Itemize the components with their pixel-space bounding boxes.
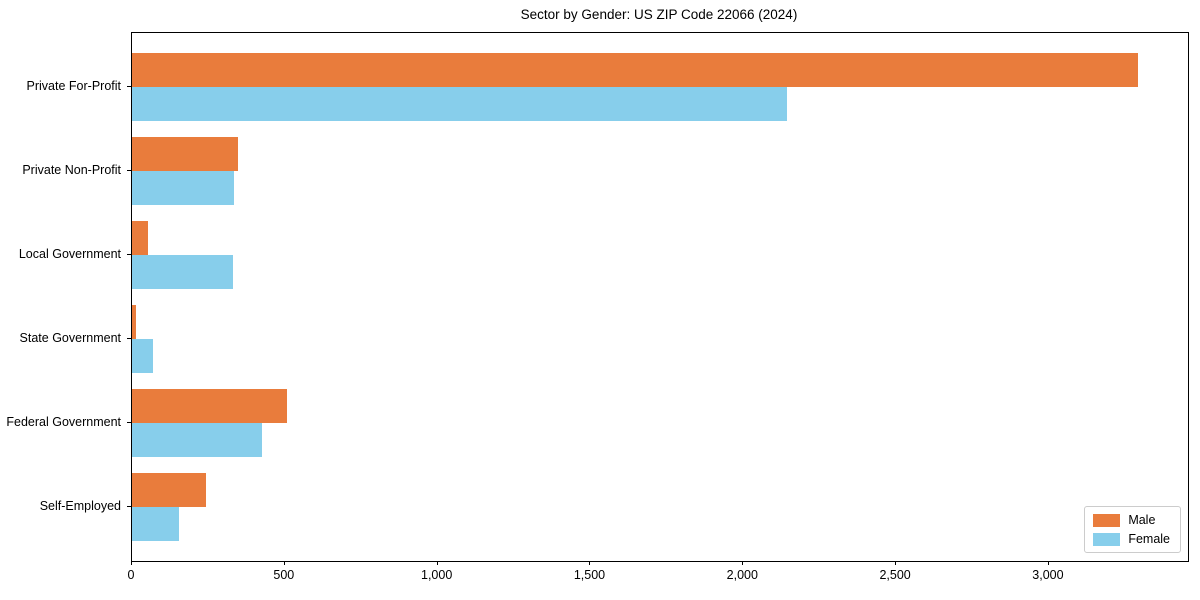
bar-male-6	[132, 473, 206, 507]
x-tick-label: 1,500	[573, 568, 606, 582]
y-tick-label: Self-Employed	[39, 499, 121, 513]
bar-female-4	[132, 339, 154, 373]
female-series-swatch-icon	[1093, 532, 1121, 546]
x-tick-mark	[895, 561, 897, 565]
bar-female-5	[132, 423, 263, 457]
x-tick-mark	[1047, 561, 1049, 565]
y-tick-label: State Government	[19, 331, 121, 345]
bar-female-3	[132, 254, 233, 289]
y-tick-mark	[127, 422, 131, 423]
bar-male-3	[132, 221, 148, 255]
x-tick-label: 3,000	[1032, 568, 1064, 582]
y-tick-label: Local Government	[18, 246, 121, 261]
x-tick-label: 1,000	[421, 568, 453, 582]
y-tick-mark	[127, 338, 131, 339]
bar-female-2	[132, 170, 234, 205]
x-tick-mark	[589, 561, 591, 565]
y-tick-mark	[127, 85, 131, 87]
bar-male-2	[132, 137, 239, 171]
x-tick-mark	[742, 561, 744, 565]
bar-male-1	[132, 53, 1138, 87]
y-tick-label: Federal Government	[6, 415, 121, 429]
y-tick-label: Private For-Profit	[26, 78, 121, 93]
plot-area: Male Female	[131, 32, 1189, 562]
legend-label-female: Female	[1128, 532, 1170, 546]
x-tick-label: 500	[273, 568, 295, 582]
male-series-swatch-icon	[1093, 513, 1121, 527]
x-tick-mark	[131, 561, 132, 565]
y-tick-mark	[127, 506, 131, 507]
x-tick-mark	[436, 561, 438, 565]
x-tick-label: 0	[127, 568, 135, 582]
chart-title: Sector by Gender: US ZIP Code 22066 (202…	[520, 7, 798, 22]
bar-female-1	[132, 86, 787, 121]
bar-male-5	[132, 389, 288, 423]
y-tick-label: Private Non-Profit	[22, 162, 121, 177]
legend-item-female: Female	[1093, 532, 1170, 546]
x-tick-label: 2,000	[726, 568, 758, 582]
legend-label-male: Male	[1128, 513, 1156, 527]
legend: Male Female	[1084, 506, 1181, 553]
y-tick-mark	[127, 253, 131, 255]
x-tick-mark	[283, 561, 285, 565]
x-tick-label: 2,500	[879, 568, 911, 582]
legend-item-male: Male	[1093, 513, 1170, 527]
bar-male-4	[132, 305, 136, 339]
y-tick-mark	[127, 169, 131, 171]
bar-female-6	[132, 507, 179, 541]
